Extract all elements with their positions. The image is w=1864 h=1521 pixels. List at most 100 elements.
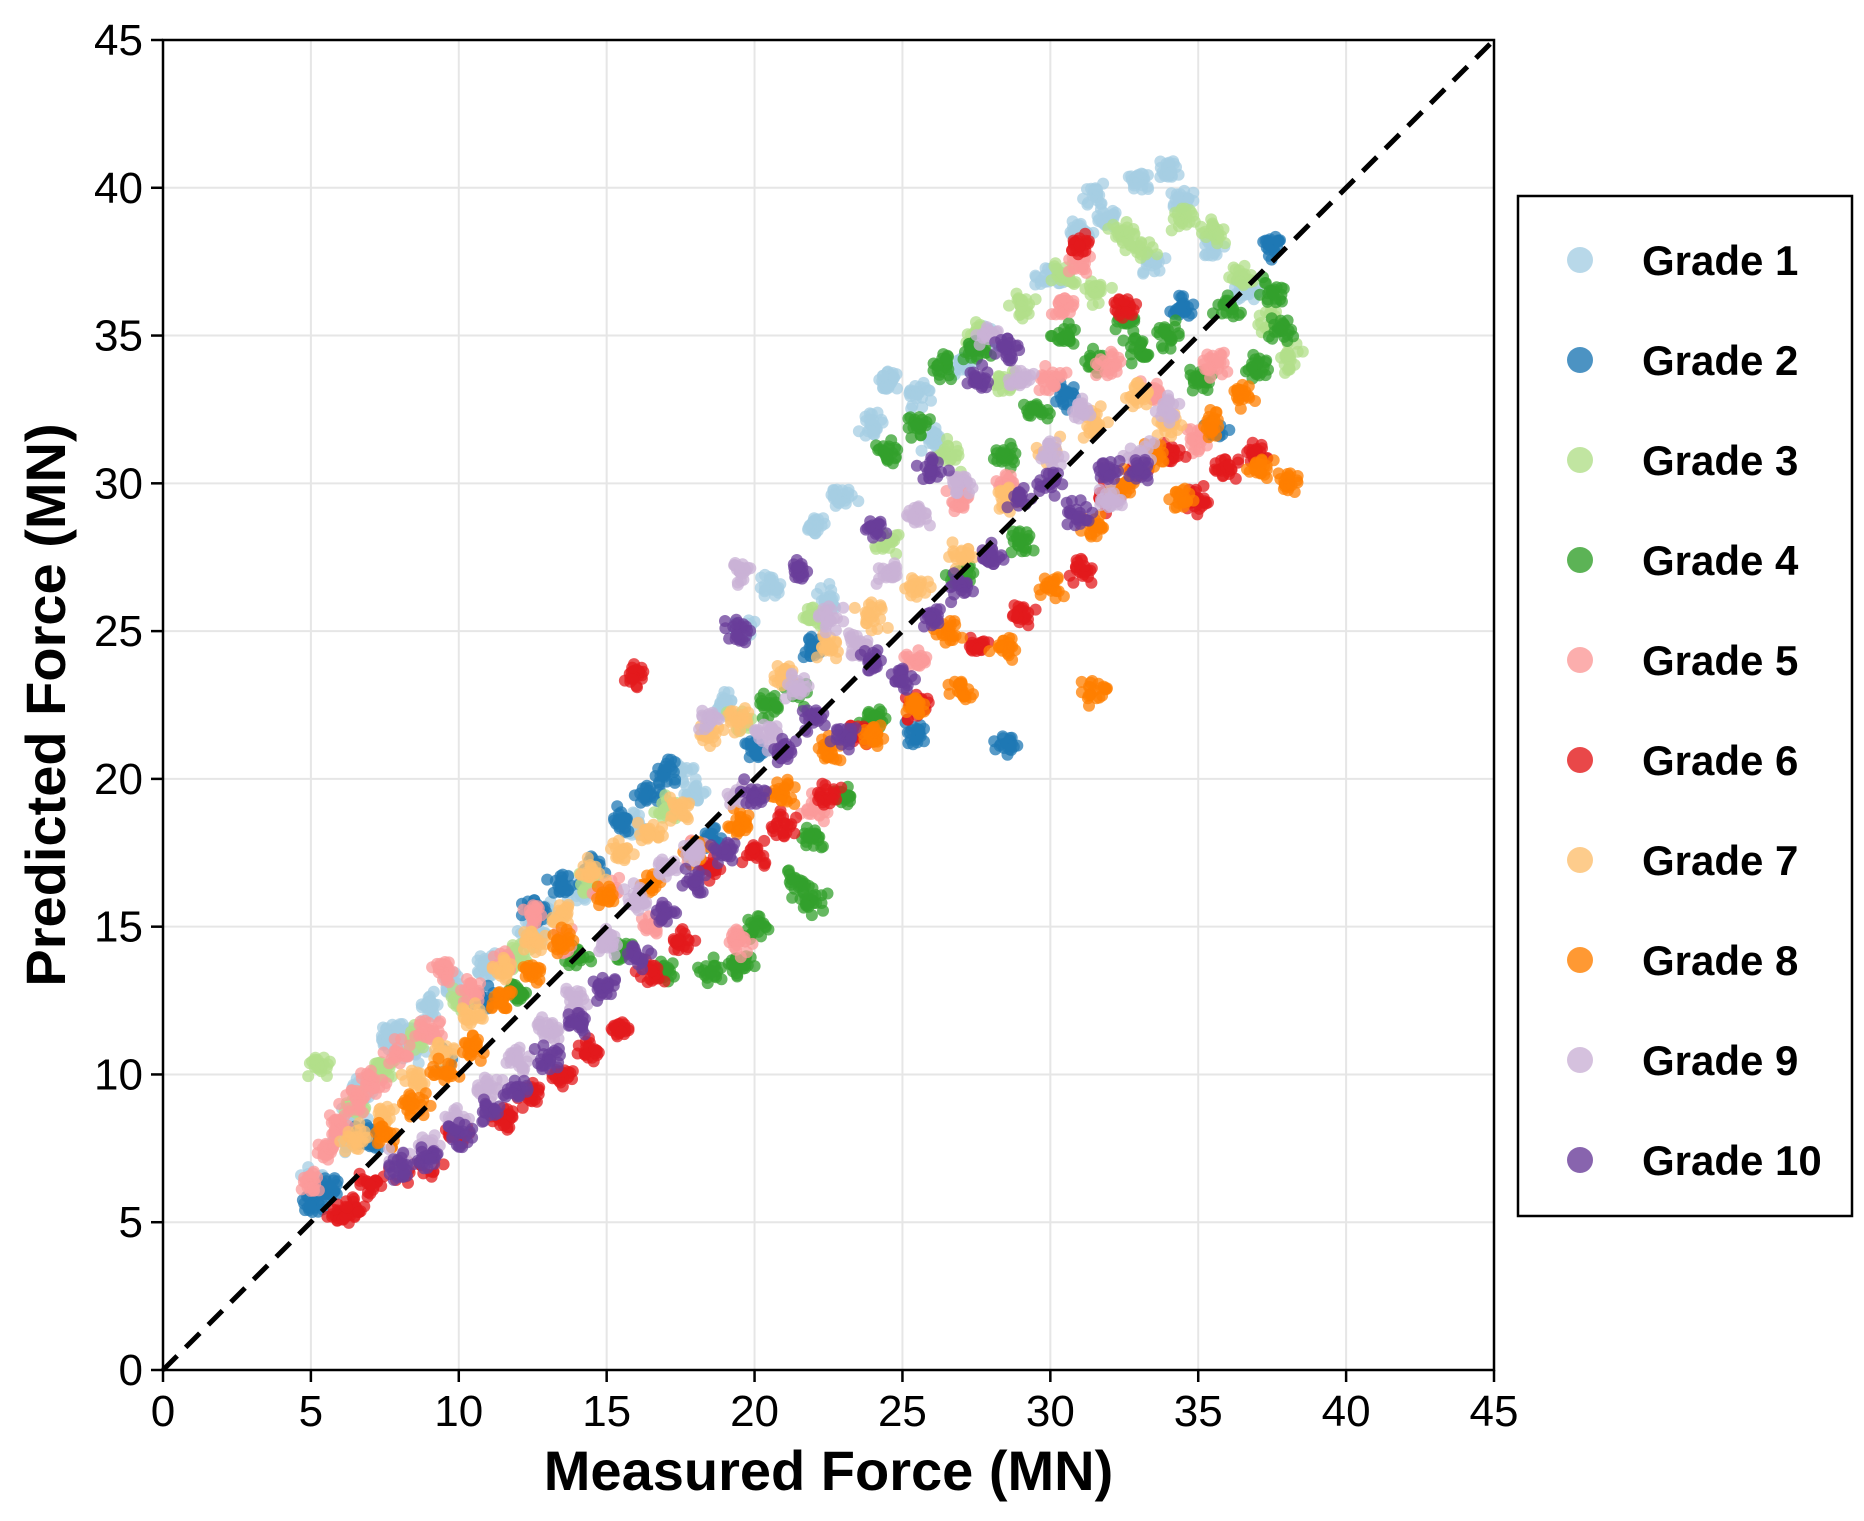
data-point-jitter — [572, 1039, 585, 1052]
data-point-jitter — [739, 817, 752, 830]
data-point-jitter — [1009, 644, 1022, 657]
data-point-jitter — [995, 455, 1008, 468]
data-point-jitter — [742, 706, 755, 719]
data-point-jitter — [446, 1048, 459, 1061]
data-point-jitter — [1245, 361, 1258, 374]
data-point-jitter — [730, 715, 742, 728]
data-point-jitter — [1003, 299, 1015, 312]
data-point-jitter — [361, 1190, 374, 1203]
data-point-jitter — [672, 934, 684, 947]
data-point-jitter — [506, 1105, 519, 1118]
data-point-jitter — [1201, 384, 1214, 396]
data-point-jitter — [1173, 444, 1186, 457]
data-point-jitter — [1066, 387, 1079, 400]
data-point-jitter — [910, 654, 922, 667]
data-point-jitter — [497, 1119, 510, 1132]
data-point-jitter — [910, 388, 923, 401]
data-point-jitter — [395, 1068, 408, 1081]
data-point-jitter — [658, 770, 671, 783]
data-point-jitter — [1120, 306, 1133, 319]
data-point-jitter — [950, 449, 963, 462]
data-point-jitter — [636, 782, 649, 795]
data-point-jitter — [637, 791, 650, 804]
data-point-jitter — [707, 951, 720, 964]
data-point-jitter — [1055, 370, 1068, 382]
data-point-jitter — [728, 726, 741, 739]
data-point-jitter — [1172, 329, 1185, 342]
data-point-jitter — [323, 1055, 336, 1068]
data-point-jitter — [1206, 349, 1219, 362]
data-point-jitter — [970, 316, 982, 329]
data-point-jitter — [1118, 294, 1130, 307]
data-point-jitter — [405, 1064, 418, 1077]
data-point-jitter — [442, 1070, 455, 1083]
data-point-jitter — [364, 1179, 377, 1192]
data-point-jitter — [1073, 239, 1086, 252]
data-points — [295, 155, 1309, 1229]
data-point-jitter — [664, 791, 676, 804]
data-point-jitter — [997, 444, 1010, 457]
data-point-jitter — [312, 1059, 325, 1072]
data-point-jitter — [800, 899, 813, 912]
data-point-jitter — [1130, 241, 1143, 253]
data-point-jitter — [667, 766, 680, 778]
data-point-jitter — [1223, 459, 1236, 472]
data-point-jitter — [888, 371, 900, 384]
data-point-jitter — [612, 834, 625, 847]
data-point-jitter — [462, 1047, 475, 1060]
data-point-jitter — [530, 967, 543, 980]
data-point-jitter — [1050, 262, 1063, 275]
data-point-jitter — [809, 520, 822, 533]
data-point-jitter — [668, 776, 681, 789]
data-point-jitter — [690, 787, 703, 800]
data-point-jitter — [1206, 217, 1219, 230]
data-point-jitter — [707, 731, 720, 744]
data-point-jitter — [859, 606, 872, 619]
data-point-jitter — [1053, 305, 1065, 318]
data-point-jitter — [758, 834, 771, 847]
data-point-jitter — [889, 450, 902, 463]
data-point-jitter — [613, 845, 625, 858]
data-point-jitter — [736, 962, 749, 975]
data-point-jitter — [359, 1079, 372, 1092]
data-point-jitter — [731, 939, 744, 952]
data-point-jitter — [1009, 447, 1022, 460]
data-point-jitter — [992, 370, 1005, 383]
data-point-jitter — [641, 976, 654, 989]
data-point-jitter — [1027, 403, 1040, 416]
data-point-jitter — [524, 908, 537, 921]
data-point-jitter — [1188, 433, 1201, 446]
data-point-jitter — [916, 401, 929, 414]
data-point-jitter — [797, 887, 810, 899]
data-point-jitter — [852, 425, 865, 438]
data-point-jitter — [741, 946, 753, 959]
data-point-jitter — [319, 1140, 332, 1152]
data-point-jitter — [784, 878, 797, 891]
data-point-jitter — [302, 1070, 315, 1083]
data-point-jitter — [865, 624, 878, 637]
data-point-jitter — [1045, 274, 1058, 287]
data-point-jitter — [676, 923, 689, 936]
data-point-jitter — [424, 1000, 437, 1013]
data-point-jitter — [905, 431, 918, 444]
data-point-jitter — [393, 1057, 406, 1070]
data-point-jitter — [1217, 346, 1230, 359]
data-point-jitter — [401, 1050, 414, 1062]
data-point-jitter — [581, 865, 594, 878]
data-point-jitter — [1007, 609, 1020, 622]
data-point-jitter — [603, 891, 616, 904]
data-point-jitter — [561, 884, 574, 897]
data-point-jitter — [875, 603, 888, 616]
data-point-jitter — [1164, 342, 1177, 355]
data-point-jitter — [658, 760, 671, 773]
data-point-jitter — [1125, 357, 1138, 370]
data-point-jitter — [902, 412, 915, 425]
data-point-jitter — [869, 420, 881, 433]
data-point-jitter — [922, 384, 935, 397]
data-point-jitter — [358, 1125, 371, 1138]
data-point-jitter — [403, 1039, 416, 1052]
data-point-jitter — [983, 645, 996, 658]
data-point-jitter — [1066, 276, 1079, 289]
data-point-jitter — [1085, 576, 1098, 589]
